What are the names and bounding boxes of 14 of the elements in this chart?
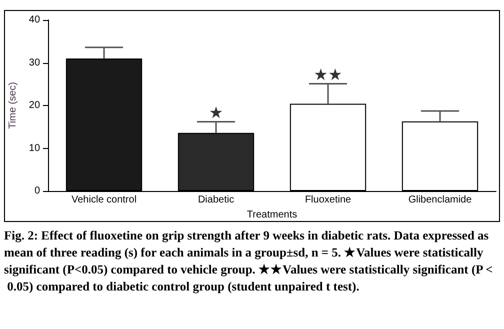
caption: Fig. 2: Effect of fluoxetine on grip strength after 9 weeks in diabetic rats. Data expressed as mean of three reading (s) for each animals in a group±sd, n = 5. ★Values were statistically significant (P<0.05) compared to vehicle group. ★★Values were statistically significant (P < 0.05) compared to diabetic control group (student unpaired t test).: [4, 228, 493, 294]
annotation: ★: [208, 103, 224, 122]
y-tick-label: 20: [28, 100, 40, 111]
x-tick-label: Vehicle control: [71, 194, 137, 206]
y-tick-label: 40: [28, 14, 40, 26]
annotation: ★★: [314, 65, 342, 84]
y-axis-title: Time (sec): [8, 82, 18, 129]
y-tick-label: 30: [28, 57, 40, 68]
y-tick-label: 10: [28, 142, 40, 154]
x-tick-label: Glibenclamide: [408, 194, 472, 206]
x-axis-title: Treatments: [246, 210, 298, 220]
x-tick-label: Fluoxetine: [304, 194, 352, 206]
x-tick-label: Diabetic: [198, 194, 234, 206]
y-tick-label: 0: [34, 186, 40, 196]
